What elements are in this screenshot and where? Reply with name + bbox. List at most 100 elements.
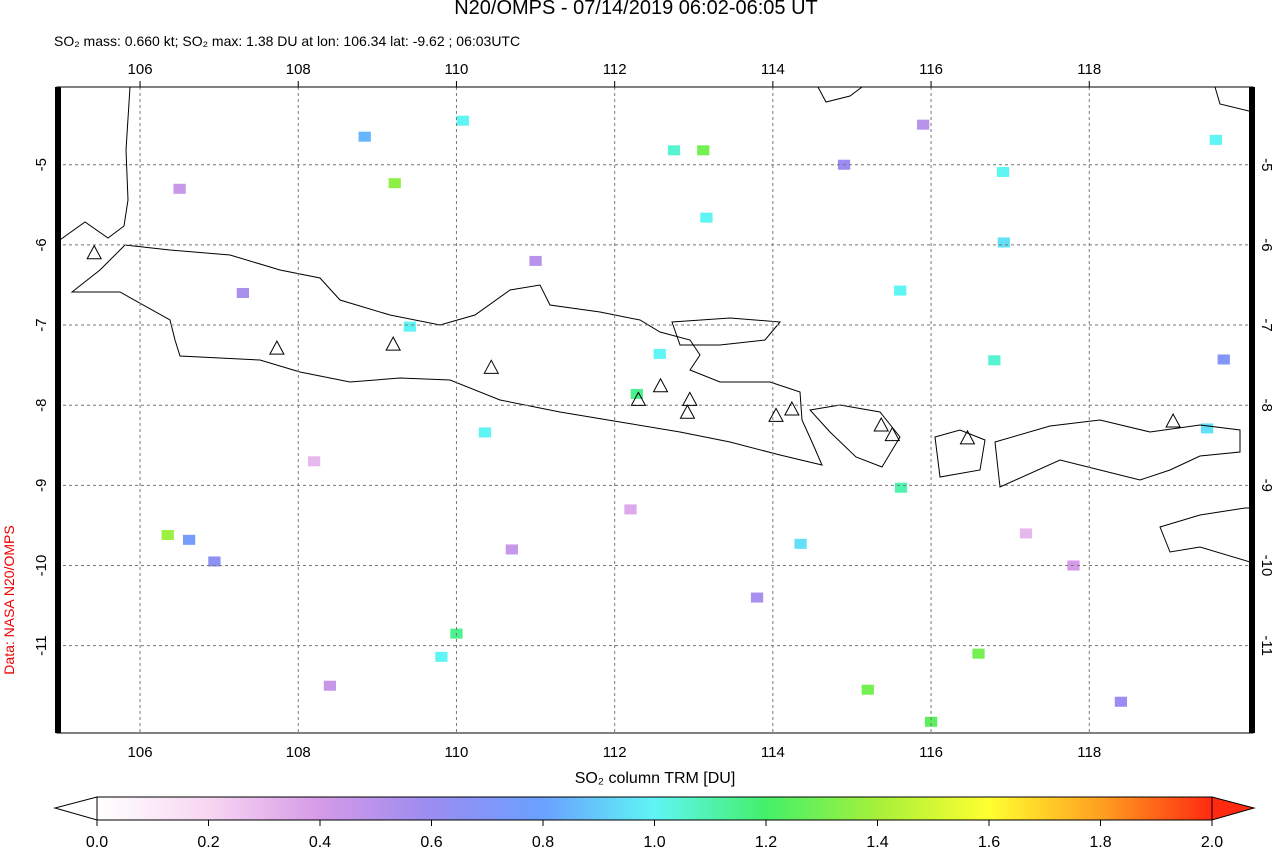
colorbar-tick-label: 0.4	[309, 834, 331, 851]
so2-pixel	[456, 115, 469, 126]
colorbar-tick-label: 1.4	[866, 834, 888, 851]
x-tick-label-top: 112	[603, 61, 627, 78]
y-tick-label-left: -10	[33, 555, 50, 577]
so2-pixel	[996, 166, 1010, 177]
volcano	[269, 340, 285, 355]
volcano	[385, 336, 402, 351]
y-tick-label-right: -5	[1258, 158, 1272, 171]
so2-pixel	[1114, 696, 1128, 707]
so2-pixel	[478, 427, 492, 438]
so2-pixel	[435, 651, 448, 662]
x-tick-mark	[139, 81, 141, 87]
so2-pixel	[667, 145, 681, 156]
so2-pixel	[173, 183, 186, 194]
x-tick-label-bottom: 118	[1077, 744, 1101, 761]
volcano	[784, 400, 800, 416]
sumbawa-coast	[994, 419, 1241, 488]
so2-pixel	[624, 504, 637, 515]
so2-pixel	[358, 131, 371, 142]
y-tick-label-left: -8	[33, 399, 50, 412]
so2-pixel	[894, 482, 908, 493]
volcano	[884, 426, 901, 442]
sulawesi-coast	[1214, 87, 1253, 113]
x-tick-label-top: 114	[761, 61, 785, 78]
volcano	[1165, 412, 1181, 428]
x-tick-label-bottom: 116	[919, 744, 943, 761]
colorbar-tick-label: 1.8	[1089, 834, 1111, 851]
x-tick-label-bottom: 110	[444, 744, 468, 761]
y-tick-label-right: -9	[1258, 479, 1272, 492]
so2-pixel	[1217, 354, 1230, 365]
left-border	[55, 87, 61, 733]
x-tick-mark	[297, 81, 299, 87]
bali-coast	[809, 404, 901, 468]
colorbar-under	[53, 796, 98, 821]
colorbar-over	[1211, 796, 1256, 821]
so2-pixel	[794, 538, 807, 549]
java-coast	[70, 244, 823, 466]
x-tick-label-bottom: 106	[128, 744, 153, 761]
subtitle: SO₂ mass: 0.660 kt; SO₂ max: 1.38 DU at …	[54, 33, 520, 49]
so2-pixel	[1019, 528, 1033, 539]
so2-pixel	[924, 716, 938, 727]
colorbar-tick-label: 1.2	[755, 834, 777, 851]
x-tick-label-bottom: 112	[603, 744, 627, 761]
so2-pixel	[653, 348, 666, 359]
so2-pixel	[972, 648, 985, 659]
coastlines	[57, 87, 1253, 564]
so2-pixel	[917, 119, 930, 130]
volcano	[652, 377, 669, 393]
borneo-coast	[817, 87, 863, 103]
so2-pixel	[307, 456, 321, 467]
y-tick-label-right: -11	[1258, 635, 1272, 656]
colorbar-tick-label: 2.0	[1201, 834, 1223, 851]
colorbar-tick-label: 0.8	[532, 834, 554, 851]
y-tick-label-left: -5	[33, 158, 50, 171]
so2-pixel	[529, 255, 542, 266]
x-tick-label-top: 116	[919, 61, 943, 78]
plot-frame	[56, 86, 1254, 734]
so2-pixel	[697, 145, 710, 156]
so2-pixel	[988, 355, 1001, 366]
pixel-layer	[161, 115, 1230, 727]
colorbar-tick-label: 1.6	[978, 834, 1000, 851]
volcano	[679, 404, 696, 419]
so2-pixel	[505, 544, 518, 555]
x-tick-label-top: 106	[128, 61, 153, 78]
sumba-coast	[1159, 507, 1253, 564]
so2-pixel	[861, 684, 874, 695]
y-tick-label-left: -9	[33, 479, 50, 492]
colorbar-tick-label: 1.0	[643, 834, 665, 851]
x-tick-mark	[930, 81, 932, 87]
colorbar-tick-label: 0.0	[86, 834, 108, 851]
volcano	[959, 429, 976, 445]
so2-pixel	[894, 285, 907, 296]
so2-pixel	[700, 212, 713, 223]
x-tick-mark	[772, 81, 774, 87]
right-border	[1249, 87, 1255, 733]
colorbar-label: SO₂ column TRM [DU]	[575, 770, 736, 787]
so2-pixel	[1200, 423, 1214, 434]
so2-pixel	[630, 388, 643, 399]
so2-pixel	[403, 321, 416, 332]
x-tick-label-top: 110	[444, 61, 468, 78]
x-tick-label-top: 118	[1077, 61, 1101, 78]
title: N20/OMPS - 07/14/2019 06:02-06:05 UT	[454, 0, 818, 19]
y-tick-label-right: -7	[1258, 318, 1272, 331]
y-tick-label-right: -8	[1258, 399, 1272, 412]
volcano	[768, 407, 784, 422]
volcano	[873, 416, 890, 432]
so2-pixel	[997, 237, 1010, 248]
grid-layer	[57, 87, 1253, 733]
x-tick-label-bottom: 114	[761, 744, 785, 761]
colorbar-tick-label: 0.2	[197, 834, 219, 851]
so2-pixel	[1209, 134, 1222, 145]
x-tick-label-top: 108	[286, 61, 311, 78]
credit: Data: NASA N20/OMPS	[1, 525, 17, 674]
so2-pixel	[388, 178, 401, 189]
y-tick-label-right: -10	[1258, 555, 1272, 577]
volcano	[681, 391, 698, 406]
volcano	[483, 359, 500, 374]
so2-pixel	[323, 680, 337, 691]
